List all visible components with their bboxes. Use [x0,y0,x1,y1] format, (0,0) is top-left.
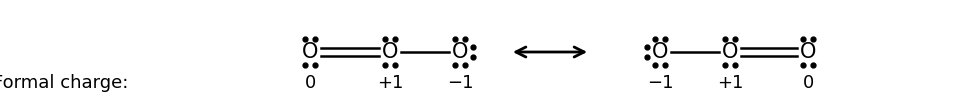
Text: O: O [302,42,318,62]
Text: O: O [800,42,816,62]
Text: −1: −1 [646,74,674,92]
Text: −1: −1 [447,74,473,92]
Text: 0: 0 [802,74,813,92]
Text: +1: +1 [717,74,743,92]
Text: O: O [451,42,468,62]
Text: +1: +1 [376,74,404,92]
Text: Formal charge:: Formal charge: [0,74,128,92]
Text: 0: 0 [304,74,316,92]
Text: O: O [652,42,668,62]
Text: O: O [722,42,738,62]
Text: O: O [382,42,398,62]
